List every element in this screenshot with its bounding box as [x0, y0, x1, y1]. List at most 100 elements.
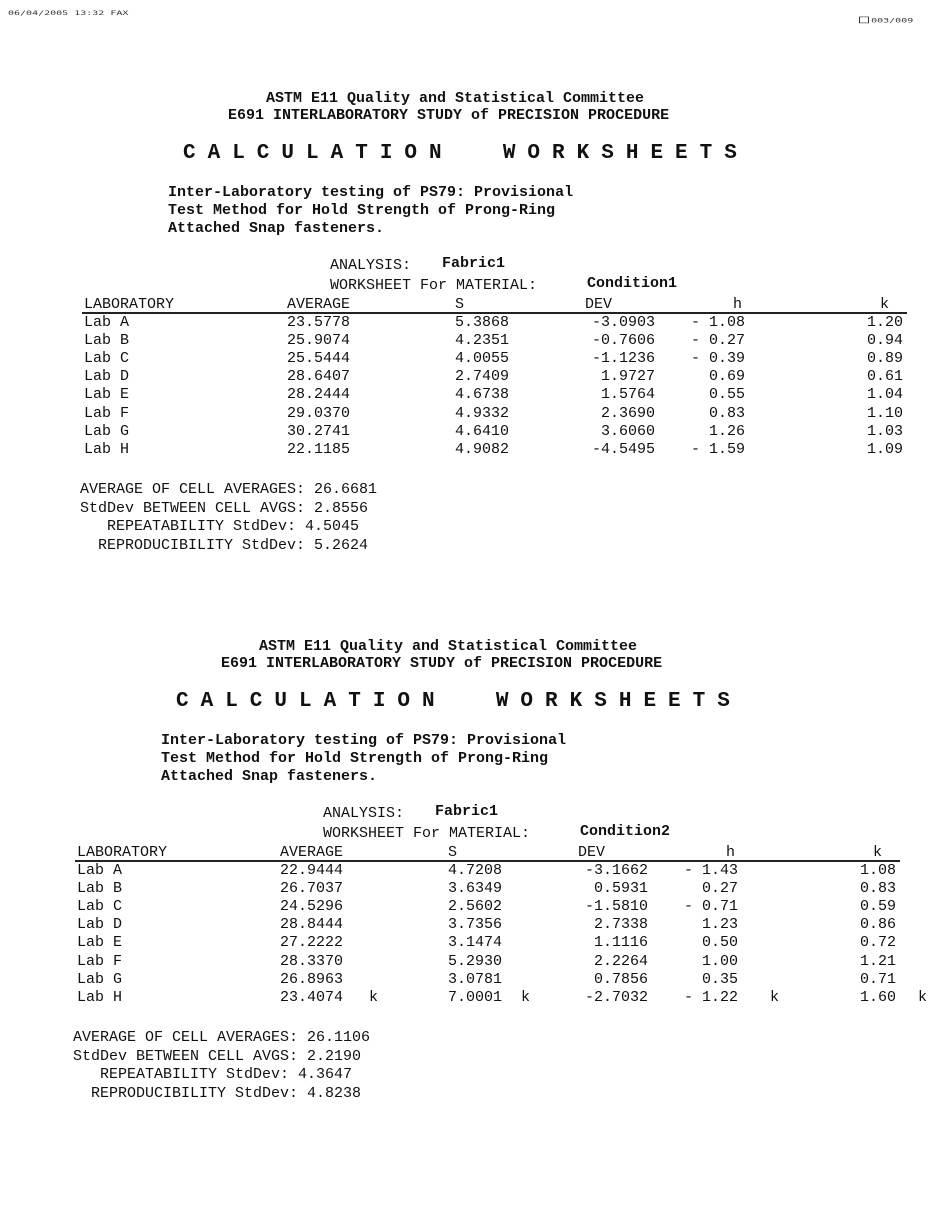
analysis-label: ANALYSIS: [330, 257, 412, 274]
study-description-line: Attached Snap fasteners. [161, 768, 378, 785]
cell-h: 0.27 [701, 880, 738, 898]
column-header-dev: DEV [585, 296, 613, 313]
material-value: Condition1 [587, 275, 678, 292]
cell-k: 0.61 [866, 368, 903, 386]
cell-k: 0.86 [859, 916, 896, 934]
cell-average: 22.1185 [287, 440, 351, 458]
cell-k: 1.60 [859, 988, 896, 1006]
summary-statistic: AVERAGE OF CELL AVERAGES: 26.6681 [80, 481, 378, 498]
cell-s: 4.6410 [455, 422, 510, 440]
analysis-value: Fabric1 [442, 255, 506, 272]
cell-k: 0.94 [866, 332, 903, 350]
cell-s: 3.1474 [448, 934, 503, 952]
cell-laboratory: Lab G [77, 970, 123, 988]
cell-h: 0.69 [708, 368, 745, 386]
summary-statistic: REPRODUCIBILITY StdDev: 5.2624 [80, 536, 369, 554]
worksheet-banner: CALCULATION WORKSHEETS [176, 690, 742, 713]
column-header-average: AVERAGE [287, 296, 351, 313]
cell-k: 1.08 [859, 862, 896, 879]
cell-s: 2.7409 [455, 368, 510, 386]
fax-icon [859, 16, 870, 24]
cell-laboratory: Lab G [84, 422, 130, 440]
cell-k: 1.20 [866, 314, 903, 331]
procedure-title: E691 INTERLABORATORY STUDY of PRECISION … [228, 107, 670, 124]
cell-k: 1.10 [866, 404, 903, 422]
cell-dev: -2.7032 [584, 988, 648, 1006]
column-header-average: AVERAGE [280, 844, 344, 861]
header-rule [82, 312, 907, 314]
cell-laboratory: Lab D [84, 368, 130, 386]
flag-marker-k: k [918, 988, 928, 1006]
cell-s: 3.0781 [448, 970, 503, 988]
cell-h: - 1.43 [683, 862, 738, 879]
cell-dev: 0.5931 [593, 880, 648, 898]
cell-dev: 2.7338 [593, 916, 648, 934]
cell-h: 0.50 [701, 934, 738, 952]
column-header-h: h [733, 296, 743, 313]
cell-average: 28.6407 [287, 368, 351, 386]
cell-s: 5.2930 [448, 952, 503, 970]
worksheet-banner: CALCULATION WORKSHEETS [183, 142, 749, 165]
column-header-s: S [448, 844, 458, 861]
cell-dev: 1.1116 [593, 934, 648, 952]
cell-average: 28.8444 [280, 916, 344, 934]
cell-dev: 2.3690 [600, 404, 655, 422]
cell-k: 0.71 [859, 970, 896, 988]
cell-h: 1.23 [701, 916, 738, 934]
study-description-line: Attached Snap fasteners. [168, 220, 385, 237]
cell-laboratory: Lab E [84, 386, 130, 404]
committee-title: ASTM E11 Quality and Statistical Committ… [266, 90, 645, 107]
cell-laboratory: Lab B [84, 332, 130, 350]
cell-laboratory: Lab D [77, 916, 123, 934]
cell-s: 4.2351 [455, 332, 510, 350]
cell-average: 27.2222 [280, 934, 344, 952]
cell-k: 1.03 [866, 422, 903, 440]
cell-laboratory: Lab C [77, 898, 123, 916]
cell-k: 0.83 [859, 880, 896, 898]
summary-statistic: AVERAGE OF CELL AVERAGES: 26.1106 [73, 1029, 371, 1046]
procedure-title: E691 INTERLABORATORY STUDY of PRECISION … [221, 655, 663, 672]
flag-marker-average: k [369, 988, 379, 1006]
cell-s: 4.0055 [455, 350, 510, 368]
cell-dev: -0.7606 [591, 332, 655, 350]
column-header-laboratory: LABORATORY [77, 844, 168, 861]
cell-average: 25.5444 [287, 350, 351, 368]
cell-dev: -3.1662 [584, 862, 648, 879]
column-header-laboratory: LABORATORY [84, 296, 175, 313]
cell-s: 4.7208 [448, 862, 503, 879]
cell-average: 26.8963 [280, 970, 344, 988]
cell-laboratory: Lab E [77, 934, 123, 952]
cell-dev: 3.6060 [600, 422, 655, 440]
cell-average: 29.0370 [287, 404, 351, 422]
fax-page-number: 003/009 [835, 10, 913, 31]
material-label: WORKSHEET For MATERIAL: [323, 825, 531, 842]
column-header-h: h [726, 844, 736, 861]
cell-s: 4.9082 [455, 440, 510, 458]
material-label: WORKSHEET For MATERIAL: [330, 277, 538, 294]
committee-title: ASTM E11 Quality and Statistical Committ… [259, 638, 638, 655]
cell-s: 7.0001 [448, 988, 503, 1006]
column-header-dev: DEV [578, 844, 606, 861]
cell-laboratory: Lab A [77, 862, 123, 879]
cell-average: 30.2741 [287, 422, 351, 440]
cell-dev: 0.7856 [593, 970, 648, 988]
cell-dev: 1.5764 [600, 386, 655, 404]
column-header-k: k [880, 296, 890, 313]
cell-k: 1.09 [866, 440, 903, 458]
cell-h: - 1.22 [683, 988, 738, 1006]
cell-dev: -1.1236 [591, 350, 655, 368]
cell-average: 28.2444 [287, 386, 351, 404]
study-description-line: Inter-Laboratory testing of PS79: Provis… [161, 732, 567, 749]
cell-laboratory: Lab C [84, 350, 130, 368]
cell-s: 4.9332 [455, 404, 510, 422]
cell-h: - 1.59 [690, 440, 745, 458]
cell-average: 23.5778 [287, 314, 351, 331]
analysis-label: ANALYSIS: [323, 805, 405, 822]
cell-h: - 0.39 [690, 350, 745, 368]
cell-dev: 2.2264 [593, 952, 648, 970]
cell-s: 2.5602 [448, 898, 503, 916]
cell-h: 0.55 [708, 386, 745, 404]
study-description-line: Test Method for Hold Strength of Prong-R… [161, 750, 549, 767]
cell-average: 26.7037 [280, 880, 344, 898]
cell-average: 23.4074 [280, 988, 344, 1006]
